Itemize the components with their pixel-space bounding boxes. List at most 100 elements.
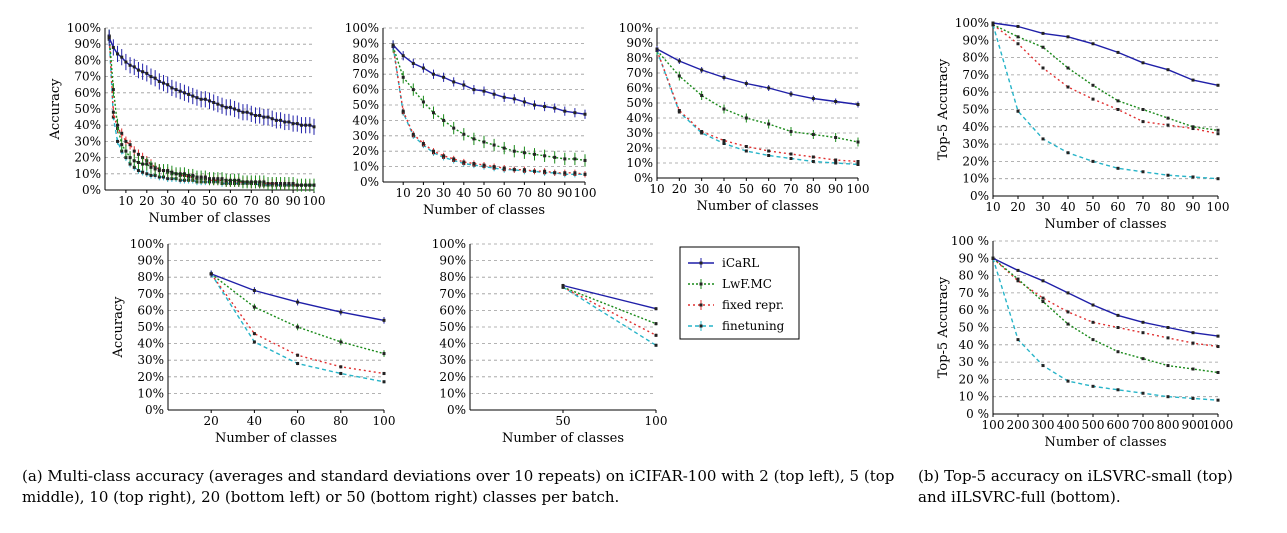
data-point — [1166, 364, 1170, 368]
data-point — [1016, 338, 1020, 342]
x-tick-label: 40 — [456, 186, 471, 200]
x-axis-label: Number of classes — [423, 203, 545, 218]
data-point — [502, 146, 506, 150]
y-tick-label: 100% — [955, 16, 989, 30]
data-point — [744, 116, 748, 120]
data-point — [744, 82, 748, 85]
x-axis-label: Number of classes — [148, 211, 270, 226]
data-point — [767, 122, 771, 126]
series-line-icarl — [392, 44, 586, 115]
y-tick-label: 0% — [82, 183, 101, 197]
data-point — [245, 110, 249, 114]
data-point — [339, 340, 343, 344]
series-line-fixedrepr — [562, 286, 657, 336]
data-point — [573, 111, 577, 115]
data-point — [1066, 151, 1070, 155]
data-point — [1191, 396, 1195, 400]
data-point — [279, 182, 283, 186]
data-point — [304, 183, 308, 187]
data-point — [233, 178, 237, 182]
data-point — [1016, 109, 1020, 113]
series-line-finetuning — [992, 258, 1219, 401]
y-tick-label: 100% — [619, 21, 653, 35]
x-tick-label: 400 — [1057, 418, 1080, 432]
data-point — [462, 160, 466, 164]
data-point — [563, 171, 567, 175]
data-point — [287, 120, 291, 124]
y-tick-label: 20% — [626, 141, 653, 155]
x-tick-label: 700 — [1132, 418, 1155, 432]
data-point — [304, 123, 308, 127]
x-tick-label: 20 — [1010, 200, 1025, 214]
data-point — [789, 92, 793, 96]
data-point — [1091, 384, 1095, 388]
x-tick-label: 90 — [828, 182, 843, 196]
x-axis-label: Number of classes — [502, 431, 624, 446]
data-point — [492, 143, 496, 147]
data-point — [512, 149, 516, 153]
data-point — [811, 133, 815, 136]
data-point — [1016, 279, 1020, 283]
series-line-fixedrepr — [656, 50, 859, 163]
data-point — [1116, 166, 1120, 170]
data-point — [401, 75, 405, 79]
data-point — [834, 158, 838, 162]
data-point — [1216, 83, 1220, 87]
data-point — [1066, 310, 1070, 314]
data-point — [1216, 345, 1220, 349]
data-point — [1166, 173, 1170, 177]
y-tick-label: 60% — [439, 303, 466, 317]
data-point — [182, 172, 186, 176]
legend-label: fixed repr. — [722, 298, 784, 312]
data-point — [187, 173, 191, 177]
x-axis-label: Number of classes — [1044, 217, 1166, 232]
data-point — [1091, 83, 1095, 87]
data-point — [249, 180, 253, 184]
data-point — [220, 104, 224, 108]
data-point — [472, 162, 476, 166]
data-point — [1216, 128, 1220, 132]
data-point — [132, 149, 136, 153]
data-point — [553, 155, 557, 159]
data-point — [401, 54, 405, 58]
data-point — [195, 96, 199, 100]
data-point — [1091, 303, 1095, 307]
y-tick-label: 40 % — [959, 338, 990, 352]
data-point — [149, 75, 153, 79]
data-point — [856, 140, 860, 144]
data-point — [258, 113, 262, 117]
data-point — [216, 177, 220, 181]
x-tick-label: 30 — [694, 182, 709, 196]
data-point — [149, 165, 153, 169]
data-point — [1091, 97, 1095, 101]
data-point — [722, 139, 726, 142]
y-tick-label: 50% — [137, 320, 164, 334]
x-tick-label: 100 — [982, 418, 1005, 432]
data-point — [1191, 78, 1195, 82]
data-point — [262, 115, 266, 119]
data-point — [1066, 85, 1070, 89]
series-line-icarl — [108, 37, 315, 128]
x-tick-label: 300 — [1032, 418, 1055, 432]
data-point — [421, 100, 425, 104]
data-point — [856, 103, 860, 106]
y-tick-label: 30% — [137, 353, 164, 367]
data-point — [654, 333, 658, 337]
data-point — [1141, 108, 1145, 111]
x-tick-label: 100 — [1207, 200, 1230, 214]
x-tick-label: 200 — [1007, 418, 1030, 432]
data-point — [533, 103, 536, 107]
data-point — [811, 160, 815, 163]
data-point — [442, 118, 446, 122]
y-tick-label: 0% — [970, 189, 989, 203]
x-tick-label: 10 — [118, 194, 133, 208]
series-line-icarl — [656, 48, 859, 106]
x-tick-label: 10 — [985, 200, 1000, 214]
x-tick-label: 10 — [396, 186, 411, 200]
panel-p3: 0%10%20%30%40%50%60%70%80%90%100% 10 20 30 4… — [619, 21, 870, 214]
data-point — [128, 156, 132, 160]
data-point — [543, 154, 547, 158]
y-tick-label: 50% — [626, 96, 653, 110]
data-point — [1016, 24, 1020, 28]
data-point — [270, 117, 274, 121]
